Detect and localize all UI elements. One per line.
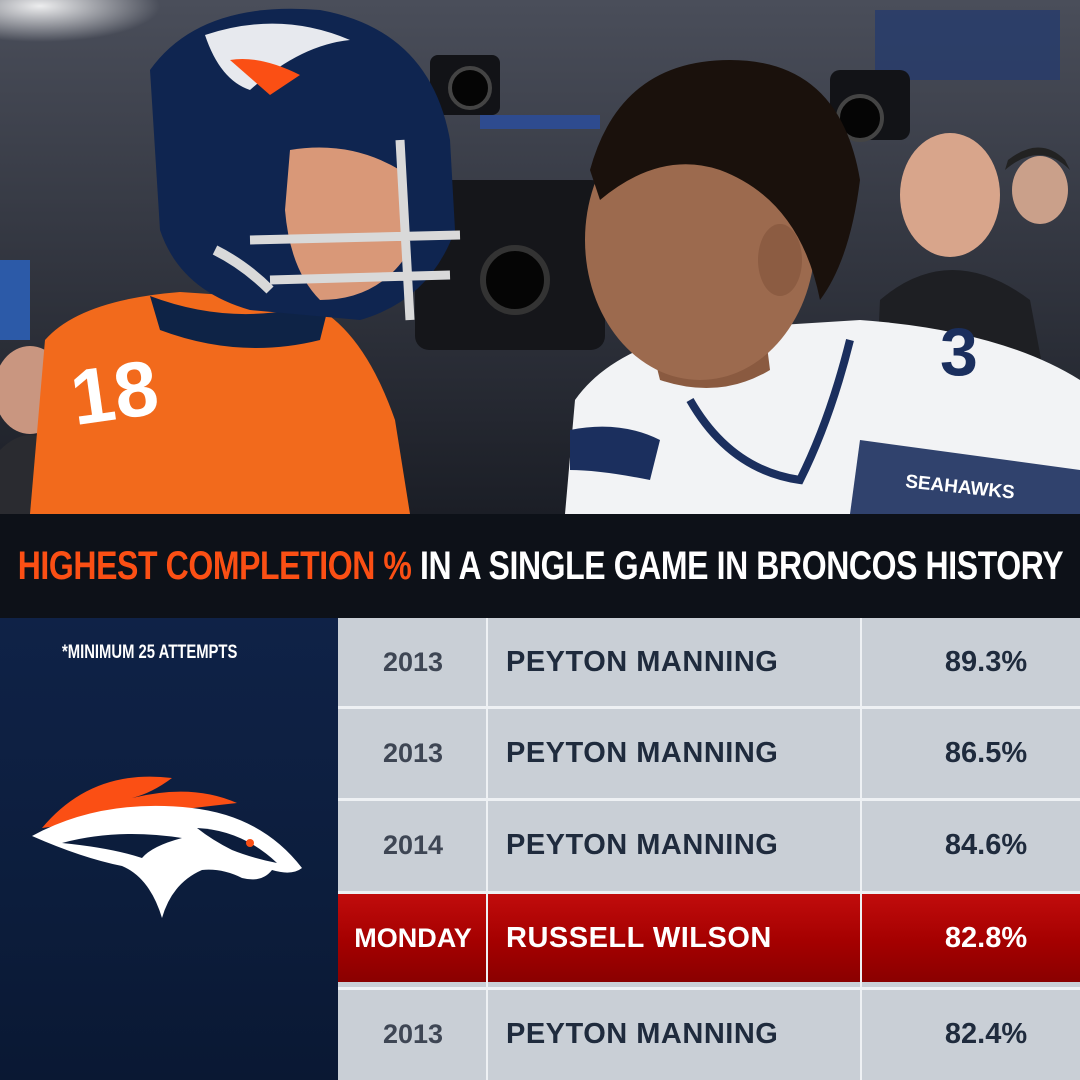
jersey-number-3: 3 <box>940 314 978 390</box>
pct-cell: 89.3% <box>944 645 1028 678</box>
year-cell: 2014 <box>382 829 444 860</box>
broncos-jersey <box>30 292 410 514</box>
row-divider <box>338 987 1080 990</box>
table-row: 2013 PEYTON MANNING 89.3% <box>338 618 1080 706</box>
headline-rest: IN A SINGLE GAME IN BRONCOS HISTORY <box>419 543 1064 588</box>
row-divider <box>338 891 1080 894</box>
table-row: 2013 PEYTON MANNING 82.4% <box>338 990 1080 1078</box>
title-bar: HIGHEST COMPLETION % IN A SINGLE GAME IN… <box>0 514 1080 618</box>
row-divider <box>338 798 1080 801</box>
pct-cell: 84.6% <box>944 828 1028 861</box>
left-panel: *MINIMUM 25 ATTEMPTS <box>0 618 338 1080</box>
players-illustration: 18 3 SEAHAWKS <box>0 0 1080 514</box>
player-cell: PEYTON MANNING <box>506 736 779 769</box>
headline-highlight: HIGHEST COMPLETION % <box>17 543 412 588</box>
hero-photo: 18 3 SEAHAWKS <box>0 0 1080 514</box>
pct-cell: 82.4% <box>944 1017 1028 1050</box>
row-divider <box>338 706 1080 709</box>
pct-cell: 82.8% <box>944 921 1028 954</box>
column-divider <box>860 618 862 1080</box>
player-hair <box>590 60 860 300</box>
table-row: 2013 PEYTON MANNING 86.5% <box>338 709 1080 797</box>
table-row-highlighted: MONDAY RUSSELL WILSON 82.8% <box>338 894 1080 982</box>
player-cell: PEYTON MANNING <box>506 828 779 861</box>
stadium-screen <box>875 10 1060 80</box>
pct-cell: 86.5% <box>944 736 1028 769</box>
player-cell: PEYTON MANNING <box>506 645 779 678</box>
column-divider <box>486 618 488 1080</box>
footnote: *MINIMUM 25 ATTEMPTS <box>62 642 238 663</box>
table-row: 2014 PEYTON MANNING 84.6% <box>338 801 1080 889</box>
broncos-logo <box>32 776 302 918</box>
year-cell: 2013 <box>382 1018 444 1049</box>
player-cell: RUSSELL WILSON <box>506 921 772 954</box>
year-cell: MONDAY <box>354 922 472 953</box>
year-cell: 2013 <box>382 646 444 677</box>
player-cell: PEYTON MANNING <box>506 1017 779 1050</box>
jersey-number-18: 18 <box>65 343 163 442</box>
headline: HIGHEST COMPLETION % IN A SINGLE GAME IN… <box>17 544 1063 589</box>
stats-table: 2013 PEYTON MANNING 89.3% 2013 PEYTON MA… <box>338 618 1080 1080</box>
year-cell: 2013 <box>382 737 444 768</box>
